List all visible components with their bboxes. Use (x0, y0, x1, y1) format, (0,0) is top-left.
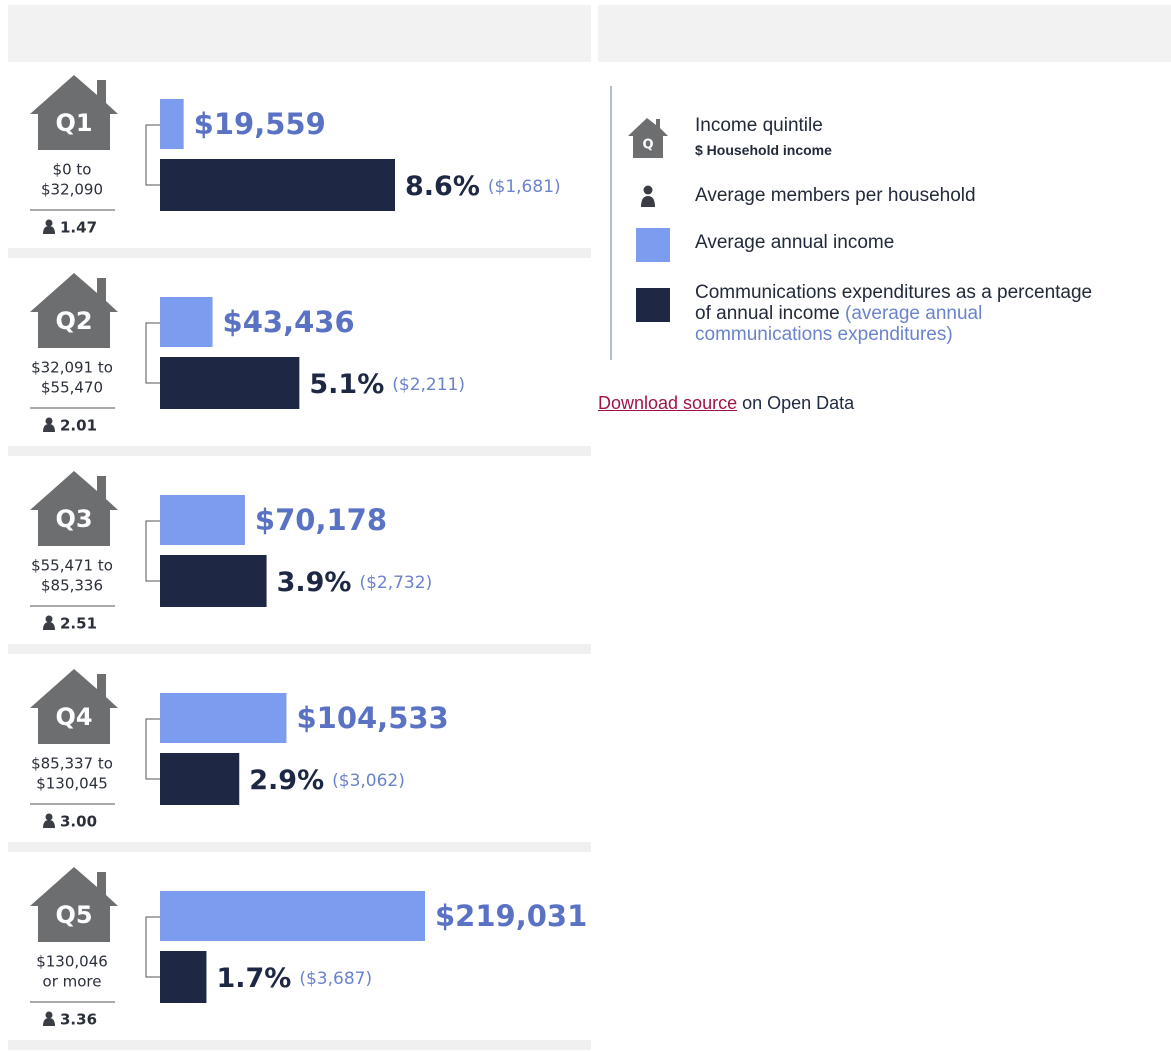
expenditure-label: ($2,211) (392, 375, 465, 395)
bracket (145, 718, 160, 780)
person-icon (43, 622, 55, 630)
members-value: 2.01 (60, 417, 97, 435)
header-box (8, 5, 591, 62)
income-range: $55,471 to (31, 557, 113, 575)
bracket (145, 916, 160, 978)
house-icon (30, 867, 118, 942)
expenditure-label: ($2,732) (359, 573, 432, 593)
house-icon (30, 669, 118, 744)
legend-series: Average annual income (695, 232, 895, 253)
quintile-label: Q5 (55, 901, 92, 929)
members-value: 3.00 (60, 813, 97, 831)
income-range: $85,337 to (31, 755, 113, 773)
income-range: $32,091 to (31, 359, 113, 377)
legend-icon-label: Q (642, 138, 653, 153)
legend-series-block: Communications expenditures as a percent… (695, 282, 1095, 345)
panel-separator (8, 842, 591, 852)
expenditure-label: ($3,687) (299, 969, 372, 989)
pct-bar (160, 555, 267, 607)
income-bar (160, 693, 287, 743)
income-range: $0 to (53, 161, 92, 179)
quintile-label: Q1 (55, 109, 92, 137)
income-label: $104,533 (296, 701, 448, 735)
house-icon (30, 471, 118, 546)
income-bar (160, 297, 213, 347)
person-icon (43, 226, 55, 234)
pct-label-group: 2.9% ($3,062) (249, 765, 405, 796)
quintile-label: Q3 (55, 505, 92, 533)
pct-label: 8.6% (405, 171, 480, 202)
income-bar (160, 891, 425, 941)
panel-separator (8, 248, 591, 258)
pct-label-group: 5.1% ($2,211) (309, 369, 465, 400)
pct-bar (160, 753, 240, 805)
house-icon (30, 273, 118, 348)
income-range: $130,046 (36, 953, 108, 971)
legend-person-icon (643, 185, 653, 195)
income-range: $32,090 (41, 181, 103, 199)
pct-label-group: 8.6% ($1,681) (405, 171, 561, 202)
legend-swatch (636, 288, 670, 322)
legend-person-icon (641, 196, 655, 207)
panel-separator (8, 1040, 591, 1050)
person-icon (45, 813, 53, 821)
house-icon (30, 75, 118, 150)
expenditure-label: ($3,062) (332, 771, 405, 791)
income-label: $19,559 (194, 107, 326, 141)
income-label: $43,436 (223, 305, 355, 339)
pct-label: 3.9% (277, 567, 352, 598)
income-range: or more (43, 973, 102, 991)
bracket (145, 124, 160, 186)
person-icon (43, 424, 55, 432)
download-link[interactable]: Download source (598, 393, 738, 413)
income-label: $219,031 (435, 899, 587, 933)
income-range: $85,336 (41, 577, 103, 595)
pct-label-group: 1.7% ($3,687) (216, 963, 372, 994)
members-value: 3.36 (60, 1011, 97, 1029)
pct-bar (160, 159, 395, 211)
person-icon (43, 820, 55, 828)
pct-label: 5.1% (309, 369, 384, 400)
panel-separator (8, 446, 591, 456)
pct-bar (160, 357, 300, 409)
footer-text: on Open Data (742, 393, 855, 413)
legend-expenditures: (average annual communications expenditu… (695, 303, 983, 345)
person-icon (45, 1011, 53, 1019)
legend-members: Average members per household (695, 185, 976, 206)
pct-bar (160, 951, 207, 1003)
legend-series: Communications expenditures as a percent… (695, 282, 1093, 324)
panel-separator (8, 644, 591, 654)
pct-label: 2.9% (249, 765, 324, 796)
expenditure-label: ($1,681) (488, 177, 561, 197)
bracket (145, 322, 160, 384)
legend-house-icon (628, 118, 668, 158)
income-label: $70,178 (255, 503, 387, 537)
income-bar (160, 99, 184, 149)
legend-income: $ Household income (695, 142, 832, 158)
quintile-label: Q2 (55, 307, 92, 335)
bracket (145, 520, 160, 582)
pct-label: 1.7% (216, 963, 291, 994)
members-value: 1.47 (60, 219, 97, 237)
income-range: $55,470 (41, 379, 103, 397)
person-icon (45, 219, 53, 227)
legend-quintile: Income quintile (695, 115, 823, 136)
quintile-label: Q4 (55, 703, 92, 731)
members-value: 2.51 (60, 615, 97, 633)
person-icon (43, 1018, 55, 1026)
person-icon (45, 417, 53, 425)
income-bar (160, 495, 245, 545)
income-range: $130,045 (36, 775, 108, 793)
header-box (598, 5, 1171, 62)
legend-swatch (636, 228, 670, 262)
footer: Download source on Open Data (598, 393, 854, 414)
person-icon (45, 615, 53, 623)
pct-label-group: 3.9% ($2,732) (277, 567, 433, 598)
